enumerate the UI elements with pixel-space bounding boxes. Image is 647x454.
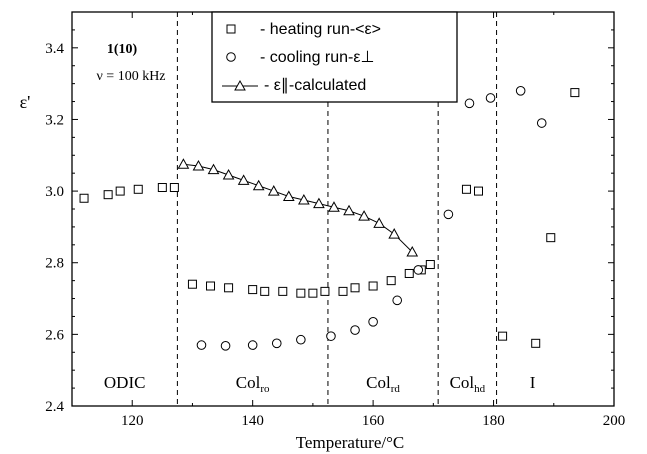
square-marker [546, 233, 556, 243]
square-marker [224, 283, 234, 293]
square-marker [386, 276, 396, 286]
frequency-label: ν = 100 kHz [96, 69, 165, 84]
legend-label: - heating run-<ε> [260, 21, 381, 38]
circle-marker [220, 341, 231, 351]
circle-marker [196, 340, 207, 350]
circle-marker [536, 118, 547, 128]
square-marker [308, 288, 318, 298]
circle-marker [515, 86, 526, 96]
triangle-marker [207, 163, 220, 175]
y-tick-label: 2.8 [45, 256, 64, 272]
square-marker [570, 88, 580, 98]
triangle-marker [282, 190, 295, 201]
triangle-marker [328, 201, 340, 212]
legend-box [211, 11, 458, 103]
data-markers [79, 86, 580, 351]
y-tick-label: 2.4 [45, 399, 64, 415]
triangle-marker [313, 197, 325, 209]
square-marker [79, 193, 89, 203]
circle-marker [368, 317, 378, 327]
phase-label: Colrd [366, 373, 400, 395]
circle-marker [464, 98, 475, 109]
square-marker [226, 24, 236, 34]
triangle-marker [388, 228, 401, 239]
y-tick-label: 3.0 [45, 184, 64, 200]
region-labels: ODIC Colro Colrd Colhd I [104, 373, 536, 395]
square-marker [260, 286, 270, 296]
axes: 120 140 160 180 200 2.4 2.6 2.8 3.0 3.2 3.4 [45, 11, 626, 429]
x-tick-label: 160 [362, 413, 385, 429]
y-tick-label: 3.4 [45, 41, 64, 57]
legend-label: - ε∥-calculated [264, 77, 366, 94]
circle-marker [392, 295, 403, 306]
square-marker [157, 183, 167, 193]
square-marker [338, 286, 348, 296]
x-tick-label: 200 [603, 413, 626, 429]
circle-marker [226, 52, 236, 62]
x-axis-title: Temperature/°C [296, 433, 405, 452]
triangle-marker [222, 168, 235, 180]
square-marker [461, 184, 471, 194]
triangle-marker [252, 179, 265, 191]
triangle-marker [406, 245, 419, 257]
x-tick-label: 140 [241, 413, 264, 429]
square-marker [296, 288, 306, 298]
compound-label: 1(10) [107, 42, 138, 57]
legend-label: - cooling run-ε⊥ [260, 49, 374, 66]
square-marker [474, 186, 483, 196]
x-tick-label: 120 [121, 413, 144, 429]
square-marker [498, 331, 508, 341]
triangle-marker [298, 194, 310, 205]
calculated-line [183, 163, 413, 253]
square-marker [248, 285, 258, 295]
y-tick-label: 3.2 [45, 112, 64, 128]
square-marker [169, 183, 179, 193]
square-marker [368, 281, 378, 291]
triangle-marker [237, 174, 250, 185]
circle-marker [485, 93, 496, 103]
square-marker [115, 186, 125, 196]
y-tick-label: 2.6 [45, 327, 64, 343]
square-marker [404, 268, 414, 278]
triangle-marker [358, 210, 370, 221]
circle-marker [443, 209, 454, 220]
square-marker [350, 283, 360, 293]
square-marker [133, 184, 143, 194]
annotation-box: 1(10) ν = 100 kHz [96, 42, 165, 84]
square-marker [531, 338, 541, 348]
square-marker [206, 281, 216, 291]
triangle-marker [267, 185, 280, 196]
phase-label: Colro [236, 373, 270, 395]
square-marker [103, 190, 113, 200]
square-marker [425, 260, 435, 270]
phase-label: ODIC [104, 373, 146, 392]
y-axis-title: ε' [20, 92, 31, 112]
square-marker [278, 286, 288, 296]
phase-label: Colhd [450, 373, 486, 395]
phase-label: I [530, 373, 536, 392]
circle-marker [271, 338, 282, 349]
circle-marker [326, 331, 336, 341]
square-marker [320, 286, 330, 296]
triangle-marker [234, 79, 246, 91]
legend: - heating run-<ε> - cooling run-ε⊥ - ε∥-ca… [211, 11, 458, 103]
circle-marker [413, 265, 424, 275]
triangle-marker [343, 204, 355, 216]
triangle-marker [177, 158, 190, 169]
triangle-marker [192, 159, 205, 171]
square-marker [187, 279, 197, 289]
series-lines [183, 163, 413, 253]
circle-marker [296, 334, 306, 345]
circle-marker [247, 340, 258, 350]
x-tick-label: 180 [482, 413, 505, 429]
triangle-marker [373, 217, 385, 228]
circle-marker [350, 325, 360, 335]
